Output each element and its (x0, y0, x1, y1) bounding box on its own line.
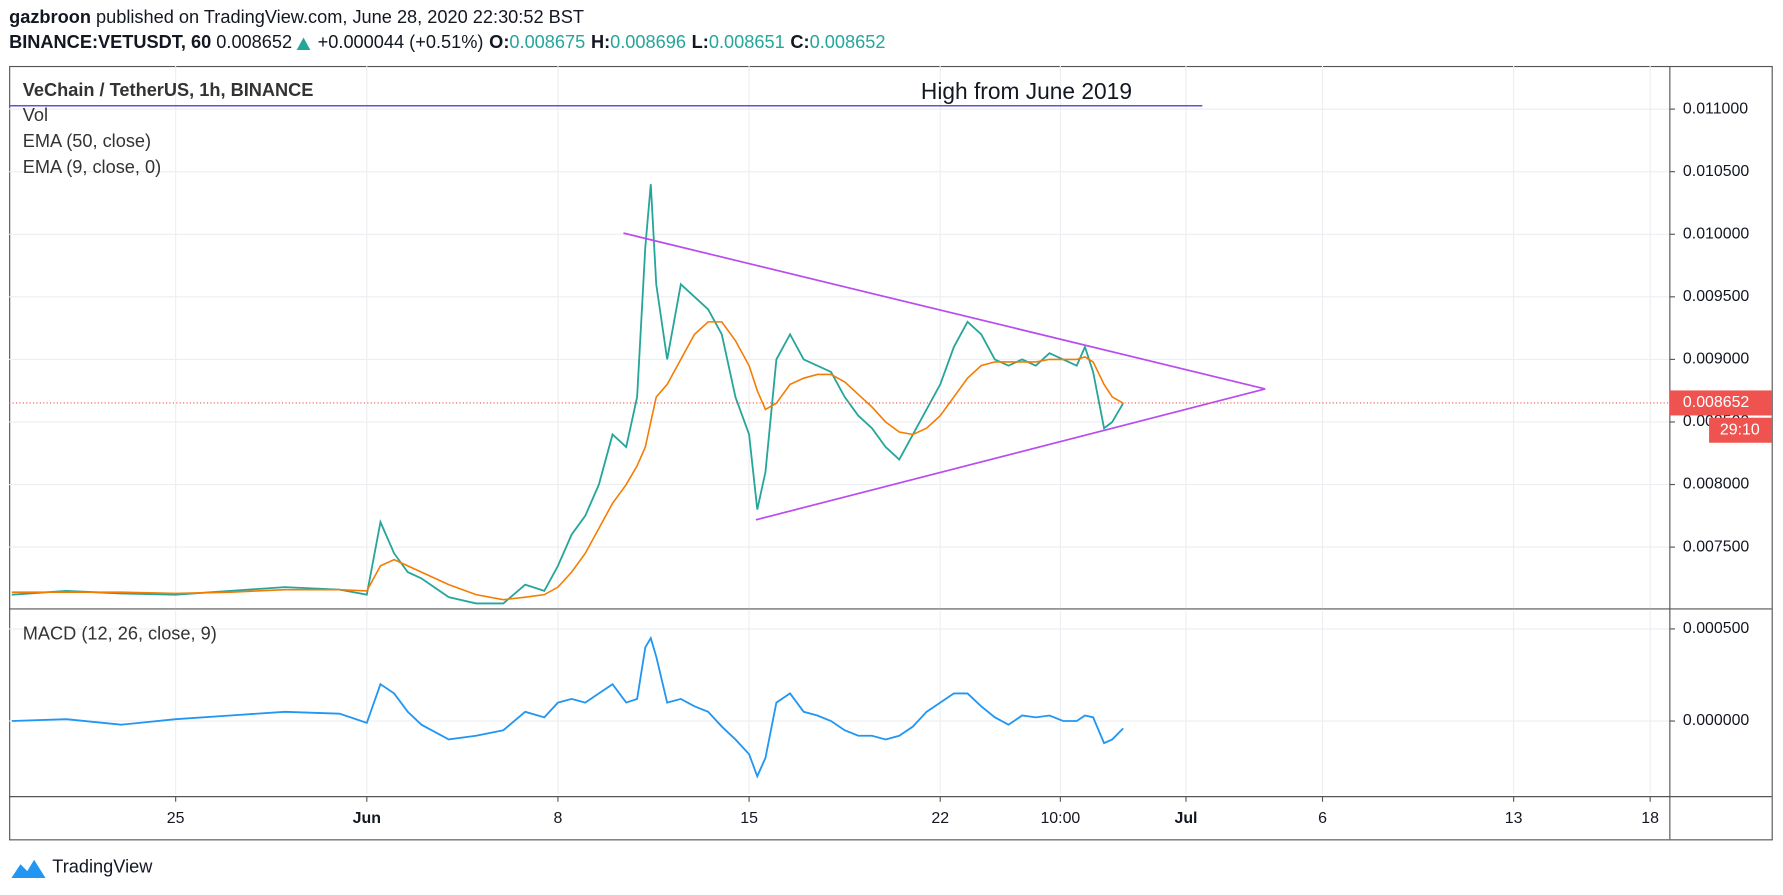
ohlc-key: H: (591, 32, 610, 52)
header-line: gazbroon published on TradingView.com, J… (9, 7, 584, 27)
series-line (11, 635, 1124, 779)
trendline (755, 388, 1266, 521)
symbol-line: BINANCE:VETUSDT, 60 0.008652 +0.000044 (… (9, 32, 885, 52)
last: 0.008652 (216, 32, 292, 52)
y-tick-label: 0.000500 (1683, 620, 1749, 637)
change: +0.000044 (+0.51%) (318, 32, 484, 52)
published: published on TradingView.com, June 28, 2… (96, 7, 584, 27)
chart-title: VeChain / TetherUS, 1h, BINANCE (23, 80, 314, 100)
x-tick-label: 18 (1641, 810, 1659, 827)
countdown: 29:10 (1720, 421, 1760, 438)
countdown-bg (1709, 417, 1772, 443)
legend-entry: EMA (50, close) (23, 131, 151, 151)
ohlc-value: 0.008675 (509, 32, 585, 52)
ohlc-value: 0.008652 (810, 32, 886, 52)
chart-title: MACD (12, 26, close, 9) (23, 623, 217, 643)
y-tick-label: 0.010000 (1683, 225, 1749, 242)
symbol: BINANCE:VETUSDT, 60 (9, 32, 211, 52)
plot-layer: High from June 2019 (9, 78, 1670, 779)
x-tick-label: 13 (1505, 810, 1523, 827)
x-tick-label: 15 (740, 810, 758, 827)
author: gazbroon (9, 7, 91, 27)
y-tick-label: 0.008000 (1683, 476, 1749, 493)
y-tick-label: 0.009000 (1683, 351, 1749, 368)
up-arrow (296, 37, 311, 51)
x-tick-label: 22 (931, 810, 949, 827)
brand: TradingView (52, 857, 153, 877)
x-tick-label: 6 (1318, 810, 1327, 827)
y-tick-label: 0.007500 (1683, 538, 1749, 555)
x-tick-label: 10:00 (1040, 810, 1080, 827)
price-label: 0.008652 (1683, 394, 1749, 411)
y-tick-label: 0.010500 (1683, 163, 1749, 180)
series-line (11, 321, 1124, 601)
x-tick-label: 8 (554, 810, 563, 827)
ohlc-key: C: (790, 32, 809, 52)
x-tick-label: Jul (1174, 810, 1197, 827)
ohlc-value: 0.008651 (709, 32, 785, 52)
legend-entry: Vol (23, 105, 48, 125)
price-label-bg (1669, 390, 1772, 416)
chart-frame (9, 65, 1773, 841)
ohlc-value: 0.008696 (610, 32, 686, 52)
y-tick-label: 0.011000 (1683, 100, 1748, 117)
legend-entry: EMA (9, close, 0) (23, 157, 161, 177)
annotation: High from June 2019 (921, 78, 1132, 104)
y-tick-label: 0.000000 (1683, 712, 1749, 729)
spacer (292, 32, 297, 52)
y-tick-label: 0.009500 (1683, 288, 1749, 305)
x-tick-label: Jun (353, 810, 381, 827)
logo (11, 859, 46, 878)
x-tick-label: 25 (167, 810, 185, 827)
ohlc-key: O: (489, 32, 509, 52)
trendline (623, 232, 1266, 390)
ohlc-key: L: (692, 32, 709, 52)
